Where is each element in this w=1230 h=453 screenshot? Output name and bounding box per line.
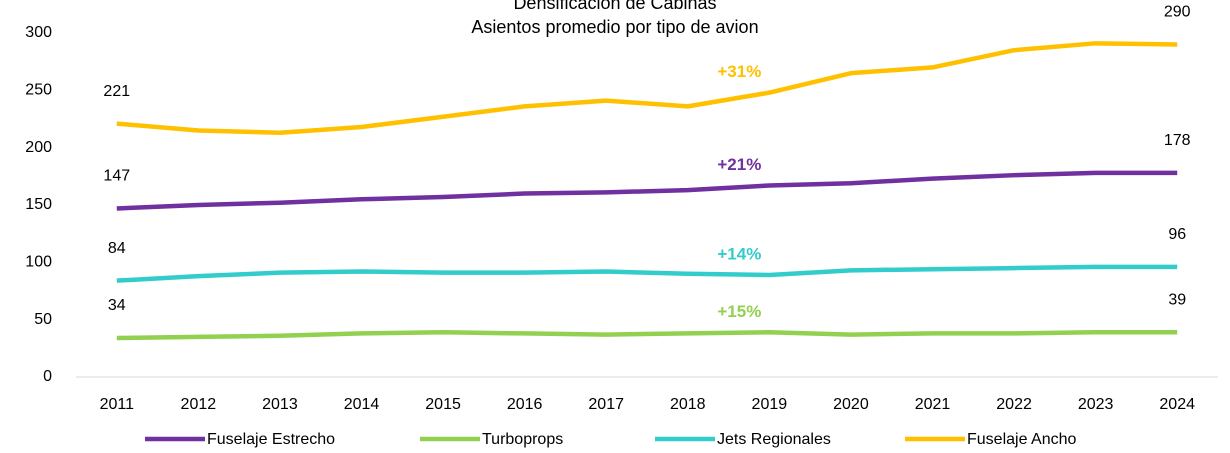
x-tick-label: 2024 — [1159, 396, 1195, 413]
x-tick-label: 2013 — [262, 396, 298, 413]
x-tick-label: 2016 — [507, 396, 543, 413]
y-tick-label: 0 — [43, 368, 52, 385]
data-label: 147 — [103, 168, 130, 185]
legend-label: Turboprops — [482, 431, 563, 448]
y-tick-label: 200 — [25, 139, 52, 156]
series-line — [116, 41, 1178, 136]
x-tick-label: 2018 — [670, 396, 706, 413]
annotation: +14% — [717, 244, 761, 263]
x-tick-label: 2023 — [1078, 396, 1114, 413]
x-tick-label: 2017 — [588, 396, 624, 413]
y-tick-label: 150 — [25, 196, 52, 213]
x-tick-label: 2020 — [833, 396, 869, 413]
x-tick-label: 2022 — [996, 396, 1032, 413]
y-tick-label: 300 — [25, 24, 52, 41]
legend-label: Fuselaje Estrecho — [207, 431, 335, 448]
x-tick-label: 2015 — [425, 396, 461, 413]
data-label: 178 — [1164, 132, 1191, 149]
y-tick-label: 250 — [25, 82, 52, 99]
x-tick-label: 2012 — [181, 396, 217, 413]
chart-title: Densificación de Cabinas — [513, 0, 716, 13]
data-label: 34 — [108, 297, 126, 314]
legend-label: Fuselaje Ancho — [967, 431, 1077, 448]
data-label: 39 — [1168, 291, 1186, 308]
data-label: 290 — [1164, 4, 1191, 21]
series-line — [116, 170, 1178, 211]
x-tick-label: 2019 — [752, 396, 788, 413]
y-tick-label: 50 — [34, 311, 52, 328]
data-label: 221 — [103, 83, 130, 100]
series-line — [116, 264, 1178, 283]
data-label: 96 — [1168, 226, 1186, 243]
series-line — [116, 330, 1178, 341]
legend-label: Jets Regionales — [717, 431, 831, 448]
chart-subtitle: Asientos promedio por tipo de avion — [471, 17, 758, 37]
x-tick-label: 2014 — [344, 396, 380, 413]
data-label: 84 — [108, 240, 126, 257]
annotation: +15% — [717, 302, 761, 321]
annotation: +31% — [717, 62, 761, 81]
annotation: +21% — [717, 155, 761, 174]
x-tick-label: 2011 — [100, 396, 135, 413]
y-tick-label: 100 — [25, 254, 52, 271]
x-tick-label: 2021 — [915, 396, 951, 413]
